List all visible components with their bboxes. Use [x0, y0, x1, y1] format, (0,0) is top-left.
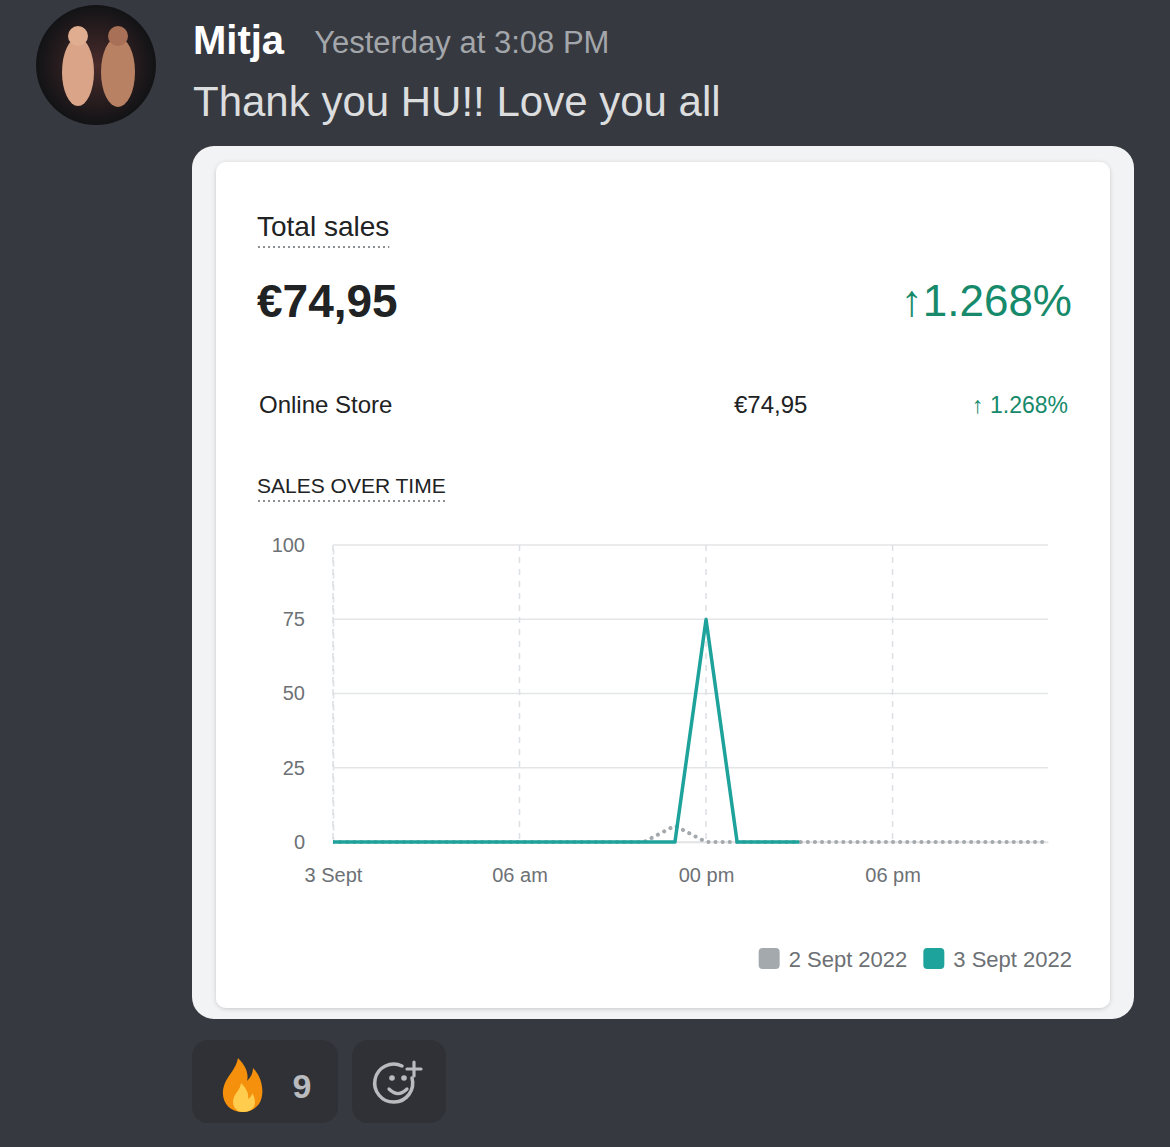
y-tick: 25: [283, 757, 333, 779]
grid-line-v: [332, 545, 334, 842]
add-reaction-eye: [389, 1075, 395, 1081]
y-tick-label: 0: [294, 831, 305, 853]
legend-swatch: [923, 948, 944, 969]
add-reaction-plus: [407, 1062, 421, 1076]
avatar: [36, 5, 156, 125]
reaction-count: 9: [293, 1067, 312, 1105]
grid: [333, 545, 1048, 842]
legend-swatch: [759, 948, 780, 969]
timestamp: Yesterday at 3:08 PM: [314, 25, 609, 60]
legend-label: 3 Sept 2022: [953, 947, 1072, 972]
y-axis-line: [333, 546, 335, 843]
avatar-head: [108, 26, 128, 46]
card: [216, 162, 1110, 1008]
plot-lines: [333, 619, 1048, 842]
underline: [258, 500, 446, 502]
y-tick-label: 50: [283, 682, 305, 704]
avatar-figure: [62, 38, 94, 106]
y-tick: 0: [294, 831, 333, 853]
embed-frame: [192, 146, 1134, 1019]
legend: 3 Sept 2022 2 Sept 2022: [759, 947, 1072, 972]
avatar-circle: [36, 5, 156, 125]
chart-title: SALES OVER TIME: [257, 474, 446, 497]
reaction[interactable]: 9: [192, 1040, 338, 1123]
row-value: €74,95: [734, 391, 807, 418]
message-text: Thank you HU!! Love you all: [193, 78, 721, 125]
reaction-pill[interactable]: [192, 1040, 338, 1123]
add-reaction[interactable]: [352, 1040, 446, 1123]
author-name: Mitja: [193, 18, 285, 62]
avatar-head: [68, 26, 88, 46]
x-tick: 3 Sept: [305, 842, 363, 886]
grid-line-v: [519, 545, 521, 842]
grid-line-h: [333, 767, 1048, 769]
grid-line-v: [892, 545, 894, 842]
grid-line-h: [333, 619, 1048, 621]
series-line: [333, 619, 799, 842]
y-tick-label: 25: [283, 757, 305, 779]
row-change: ↑ 1.268%: [972, 392, 1068, 418]
x-tick-label: 06 pm: [865, 864, 921, 886]
grid-line-v: [705, 545, 707, 842]
x-tick: 06 am: [492, 842, 548, 886]
x-tick: 00 pm: [679, 842, 735, 886]
card-title: Total sales: [257, 211, 389, 242]
total-value: €74,95: [257, 275, 398, 327]
add-reaction-pill[interactable]: [352, 1040, 446, 1123]
y-tick-label: 75: [283, 608, 305, 630]
y-tick: 75: [283, 608, 333, 630]
grid-line-h: [333, 693, 1048, 695]
series-line: [333, 826, 1048, 842]
x-axis: 3 Sept 06 am 00 pm 06 pm: [305, 842, 1049, 886]
total-change: ↑1.268%: [901, 276, 1072, 325]
underline: [258, 246, 389, 248]
x-tick-label: 00 pm: [679, 864, 735, 886]
y-tick-label: 100: [272, 534, 305, 556]
grid-line-h: [333, 544, 1048, 546]
add-reaction-eye: [401, 1075, 407, 1081]
page: Mitja Yesterday at 3:08 PM Thank you HU!! …: [0, 0, 1170, 1147]
fire-icon-inner: [233, 1083, 255, 1112]
avatar-figure: [101, 37, 135, 107]
y-tick: 100: [272, 534, 333, 556]
row-label: Online Store: [259, 391, 392, 418]
y-tick: 50: [283, 682, 333, 704]
y-axis: 0 25 50 75 100: [272, 534, 334, 853]
x-tick: 06 pm: [865, 842, 921, 886]
fire-icon: [223, 1058, 262, 1112]
legend-label: 2 Sept 2022: [789, 947, 908, 972]
add-reaction-smile: [389, 1089, 407, 1094]
x-tick-label: 3 Sept: [305, 864, 363, 886]
x-tick-label: 06 am: [492, 864, 548, 886]
